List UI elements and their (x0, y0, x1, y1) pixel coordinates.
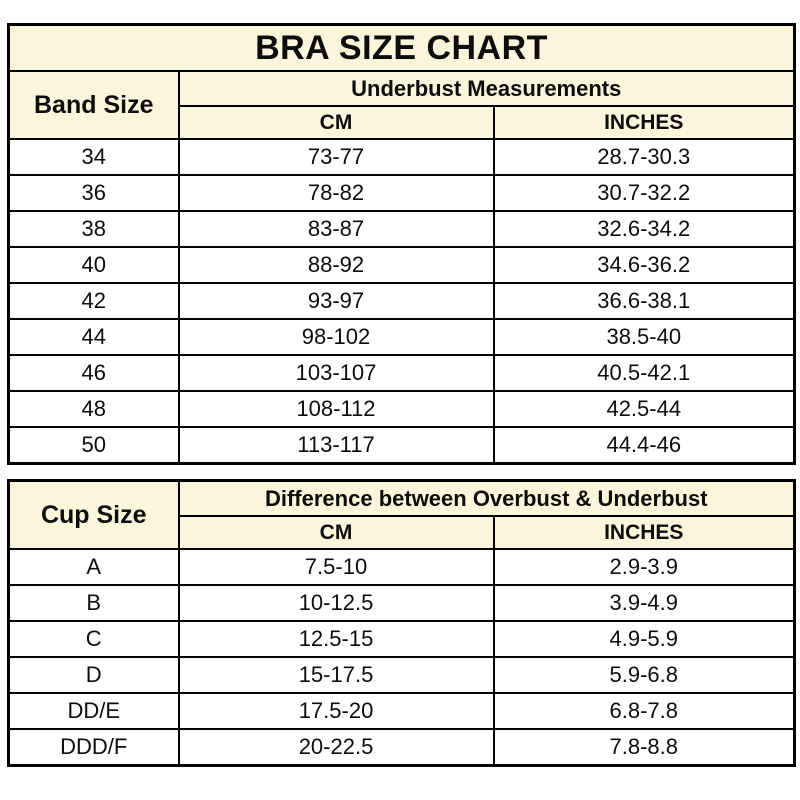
table-row: 38 83-87 32.6-34.2 (7, 210, 796, 248)
cm-value: 103-107 (177, 354, 495, 392)
column-header-row: CM INCHES (9, 515, 796, 550)
cup-size-value: DD/E (7, 692, 180, 730)
table-row: 46 103-107 40.5-42.1 (7, 354, 796, 392)
band-size-header: Band Size (7, 70, 180, 140)
inches-value: 28.7-30.3 (492, 138, 796, 176)
cup-size-value: B (7, 584, 180, 622)
inches-value: 44.4-46 (492, 426, 796, 465)
table-row: D 15-17.5 5.9-6.8 (7, 656, 796, 694)
table-row: A 7.5-10 2.9-3.9 (7, 548, 796, 586)
inches-value: 30.7-32.2 (492, 174, 796, 212)
table-row: 50 113-117 44.4-46 (7, 426, 796, 465)
inches-value: 38.5-40 (492, 318, 796, 356)
table-row: 48 108-112 42.5-44 (7, 390, 796, 428)
inches-column-header: INCHES (492, 105, 796, 140)
inches-value: 6.8-7.8 (492, 692, 796, 730)
inches-value: 34.6-36.2 (492, 246, 796, 284)
table-row: 36 78-82 30.7-32.2 (7, 174, 796, 212)
group-header-row: Cup Size Difference between Overbust & U… (7, 479, 796, 550)
inches-value: 2.9-3.9 (492, 548, 796, 586)
table-row: DD/E 17.5-20 6.8-7.8 (7, 692, 796, 730)
inches-value: 42.5-44 (492, 390, 796, 428)
cup-size-value: D (7, 656, 180, 694)
cm-value: 10-12.5 (177, 584, 495, 622)
cm-value: 7.5-10 (177, 548, 495, 586)
cm-value: 78-82 (177, 174, 495, 212)
cm-value: 12.5-15 (177, 620, 495, 658)
table-row: B 10-12.5 3.9-4.9 (7, 584, 796, 622)
band-size-value: 46 (7, 354, 180, 392)
inches-value: 40.5-42.1 (492, 354, 796, 392)
cm-value: 15-17.5 (177, 656, 495, 694)
cm-value: 113-117 (177, 426, 495, 465)
title-row: BRA SIZE CHART (7, 23, 796, 72)
cm-value: 88-92 (177, 246, 495, 284)
inches-column-header: INCHES (492, 515, 796, 550)
underbust-measurements-header: Underbust Measurements (177, 70, 796, 107)
cm-value: 17.5-20 (177, 692, 495, 730)
table-row: 40 88-92 34.6-36.2 (7, 246, 796, 284)
band-size-value: 40 (7, 246, 180, 284)
band-size-value: 50 (7, 426, 180, 465)
page-title: BRA SIZE CHART (7, 23, 796, 72)
table-row: 44 98-102 38.5-40 (7, 318, 796, 356)
band-size-value: 48 (7, 390, 180, 428)
table-row: DDD/F 20-22.5 7.8-8.8 (7, 728, 796, 767)
table-row: 42 93-97 36.6-38.1 (7, 282, 796, 320)
table-row: C 12.5-15 4.9-5.9 (7, 620, 796, 658)
column-header-row: CM INCHES (9, 105, 796, 140)
band-size-value: 36 (7, 174, 180, 212)
cm-value: 20-22.5 (177, 728, 495, 767)
inches-value: 7.8-8.8 (492, 728, 796, 767)
difference-header: Difference between Overbust & Underbust (177, 479, 796, 517)
band-size-value: 44 (7, 318, 180, 356)
band-size-table: BRA SIZE CHART Band Size Underbust Measu… (7, 23, 797, 465)
cup-size-table: Cup Size Difference between Overbust & U… (7, 479, 797, 767)
table-row: 34 73-77 28.7-30.3 (7, 138, 796, 176)
band-size-value: 42 (7, 282, 180, 320)
inches-value: 3.9-4.9 (492, 584, 796, 622)
group-header-row: Band Size Underbust Measurements (7, 70, 796, 140)
band-size-value: 34 (7, 138, 180, 176)
cm-value: 108-112 (177, 390, 495, 428)
cm-value: 73-77 (177, 138, 495, 176)
cup-size-value: DDD/F (7, 728, 180, 767)
cm-value: 83-87 (177, 210, 495, 248)
band-size-value: 38 (7, 210, 180, 248)
cup-size-value: A (7, 548, 180, 586)
cm-column-header: CM (177, 105, 495, 140)
inches-value: 36.6-38.1 (492, 282, 796, 320)
cm-value: 98-102 (177, 318, 495, 356)
bra-size-chart: BRA SIZE CHART Band Size Underbust Measu… (7, 23, 797, 767)
cm-column-header: CM (177, 515, 495, 550)
cup-size-value: C (7, 620, 180, 658)
cm-value: 93-97 (177, 282, 495, 320)
inches-value: 4.9-5.9 (492, 620, 796, 658)
cup-size-header: Cup Size (7, 479, 180, 550)
inches-value: 32.6-34.2 (492, 210, 796, 248)
inches-value: 5.9-6.8 (492, 656, 796, 694)
table-gap (7, 465, 793, 479)
